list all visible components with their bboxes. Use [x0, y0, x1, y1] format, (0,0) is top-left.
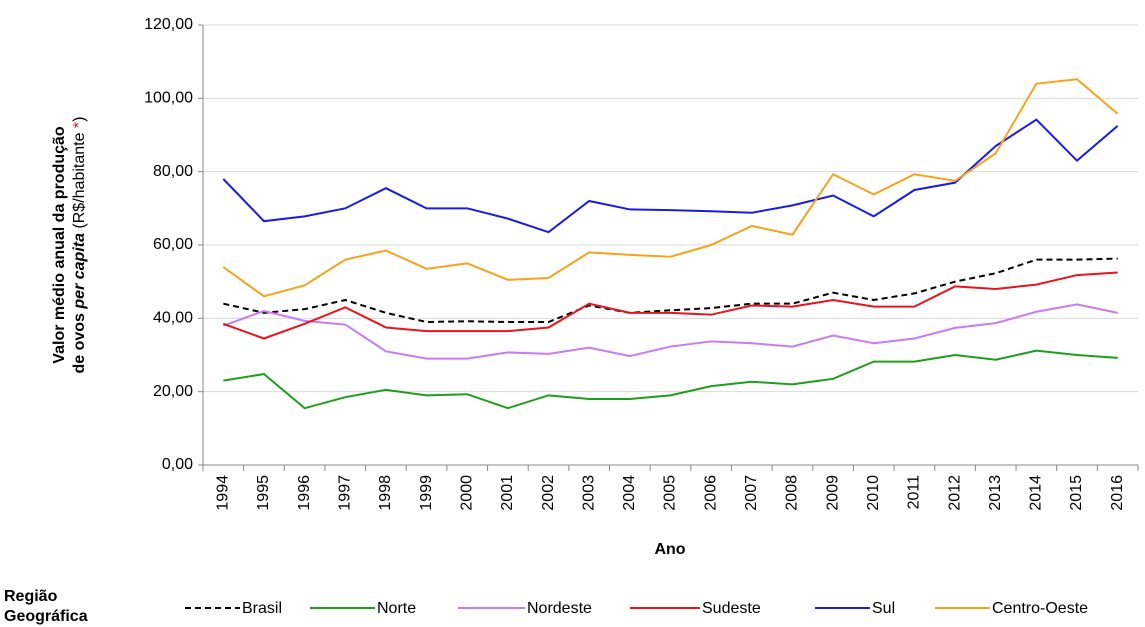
legend-label: Centro-Oeste	[992, 600, 1088, 617]
x-tick-label: 2011	[906, 475, 923, 510]
x-tick-label: 2013	[987, 475, 1004, 511]
x-tick-label: 2005	[662, 475, 679, 511]
y-tick-label: 60,00	[153, 236, 193, 253]
x-tick-label: 2010	[865, 475, 882, 511]
series-line	[222, 271, 1118, 340]
y-tick-label: 20,00	[153, 383, 193, 400]
legend-label: Norte	[377, 600, 416, 617]
x-tick-label: 2008	[784, 475, 801, 511]
legend-title: Região	[4, 588, 58, 605]
x-tick-label: 2002	[540, 475, 557, 511]
x-tick-label: 2012	[946, 475, 963, 511]
x-tick-label: 1998	[377, 475, 394, 511]
x-tick-label: 1995	[255, 475, 272, 511]
y-axis-title-part: )	[71, 116, 88, 121]
x-tick-label: 1999	[418, 475, 435, 511]
y-axis-title-part: de ovos	[71, 309, 88, 374]
legend-label: Nordeste	[527, 600, 592, 617]
x-axis-title: Ano	[654, 541, 685, 558]
x-tick-label: 2009	[824, 475, 841, 511]
series-line	[223, 349, 1118, 410]
x-tick-label: 2015	[1068, 475, 1085, 511]
x-tick-label: 1996	[296, 475, 313, 511]
series-line	[223, 257, 1118, 324]
y-tick-label: 0,00	[162, 456, 193, 473]
x-tick-label: 2003	[580, 475, 597, 511]
legend-title: Geográfica	[4, 608, 88, 625]
y-axis-title: Valor médio anual da produção	[51, 126, 68, 364]
x-tick-label: 1997	[337, 475, 354, 511]
y-tick-label: 80,00	[153, 163, 193, 180]
x-tick-label: 2004	[621, 475, 638, 511]
series-line	[222, 303, 1118, 360]
y-tick-label: 40,00	[153, 310, 193, 327]
x-tick-label: 1994	[215, 475, 232, 511]
y-axis-title-part: *	[71, 122, 88, 128]
x-tick-label: 2001	[499, 475, 516, 511]
x-tick-label: 2000	[458, 475, 475, 511]
y-tick-label: 100,00	[144, 90, 193, 107]
series-line	[222, 78, 1119, 298]
y-axis-title-part: (R$/habitante	[71, 128, 88, 233]
y-axis-title-part: per capita	[71, 233, 88, 310]
x-tick-label: 2006	[702, 475, 719, 511]
series-line	[222, 118, 1119, 234]
x-tick-label: 2014	[1028, 475, 1045, 511]
x-tick-label: 2016	[1109, 475, 1126, 511]
y-axis-title: de ovos per capita (R$/habitante *)	[71, 116, 88, 373]
legend-label: Brasil	[242, 600, 282, 617]
y-tick-label: 120,00	[144, 16, 193, 33]
legend-label: Sul	[872, 600, 895, 617]
legend-label: Sudeste	[702, 600, 761, 617]
x-tick-label: 2007	[743, 475, 760, 511]
